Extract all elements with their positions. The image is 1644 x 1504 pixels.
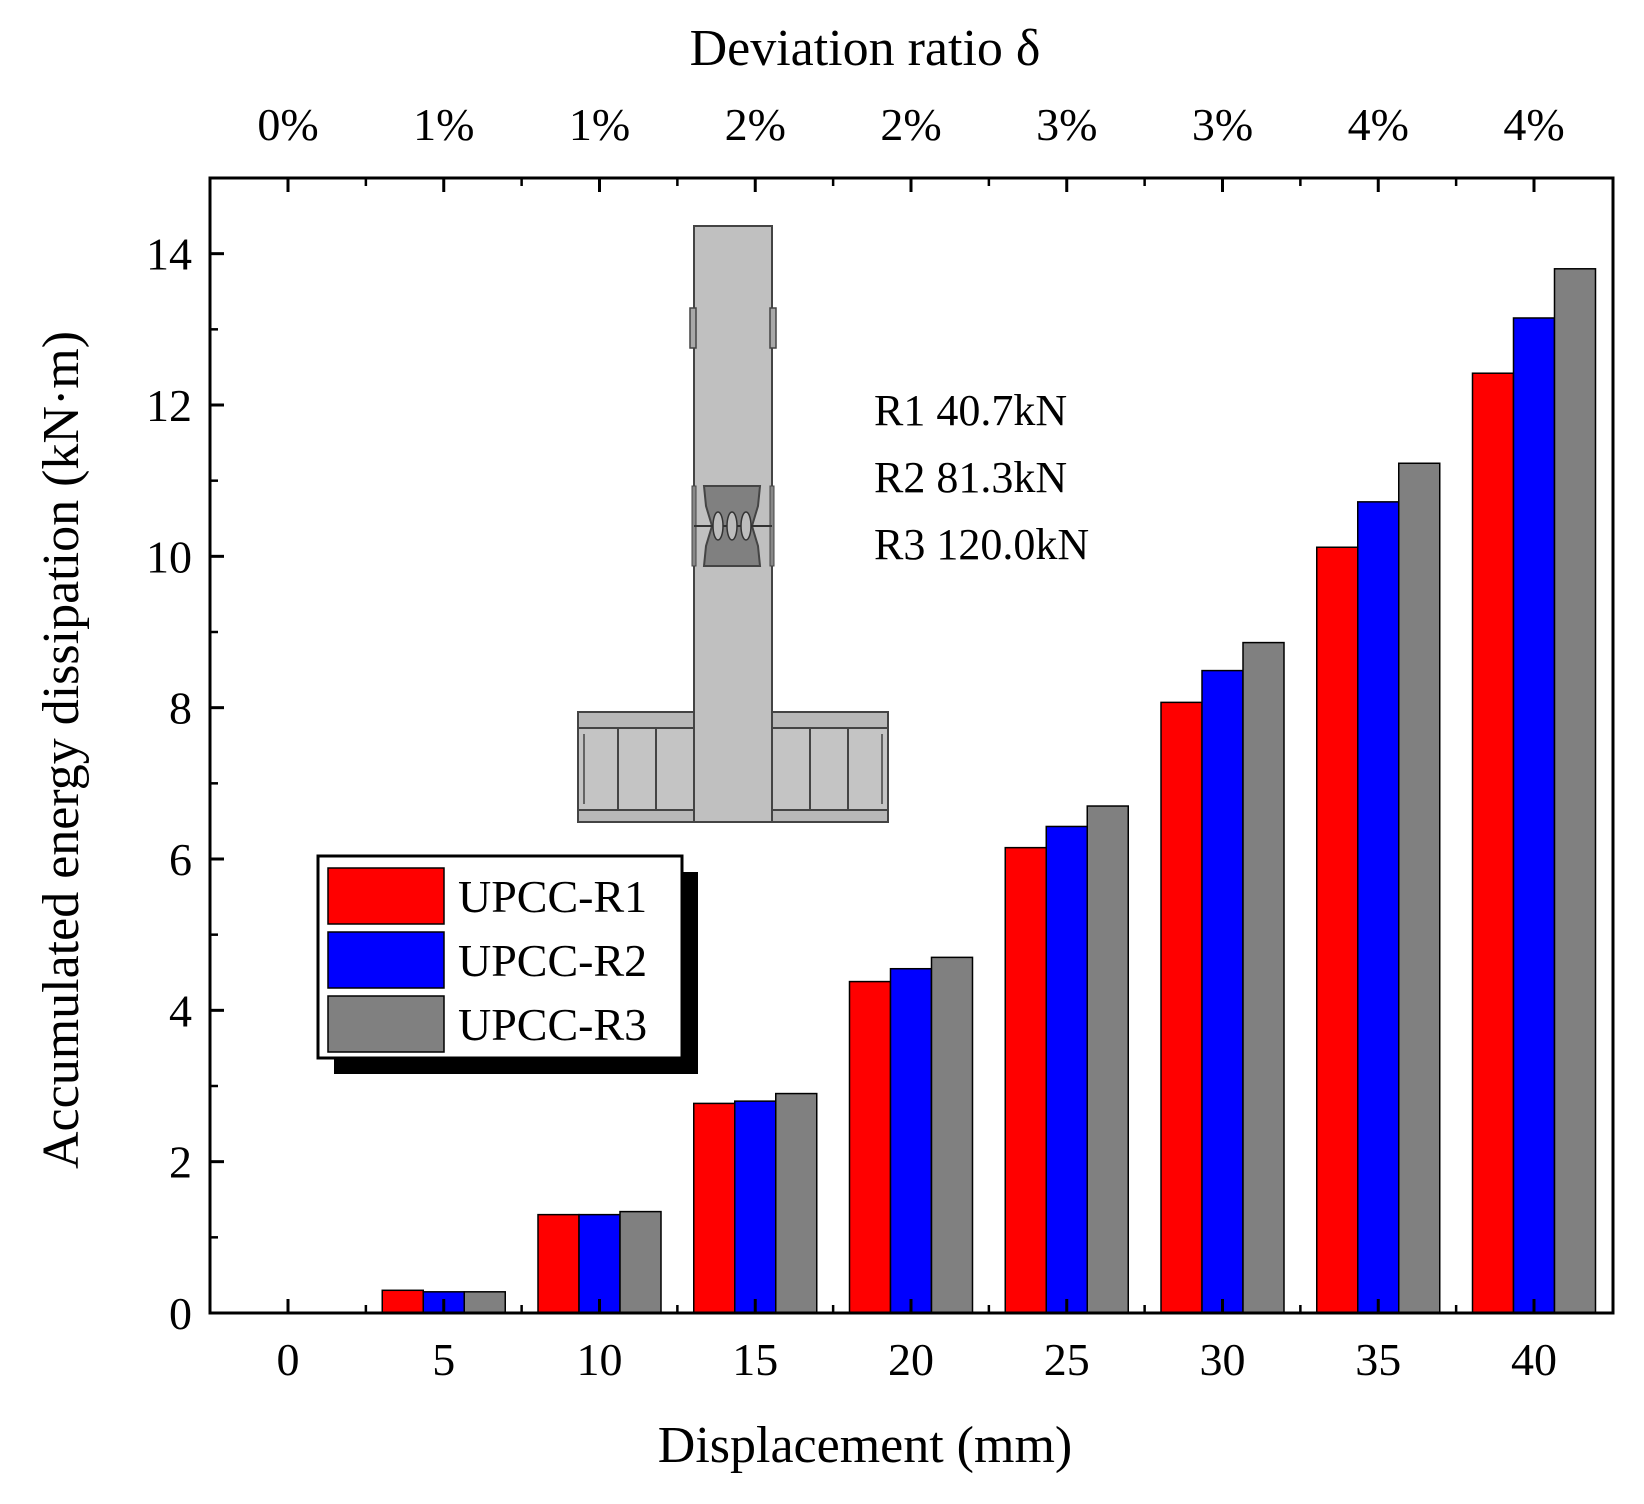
- legend-label-r1: UPCC-R1: [458, 871, 647, 922]
- bar-upcc-r2-15: [734, 1100, 777, 1314]
- y-tick-label: 4: [169, 985, 192, 1036]
- bar-upcc-r2-25: [1045, 825, 1088, 1314]
- x-axis-title: Displacement (mm): [658, 1417, 1072, 1474]
- axes-layer: 0 2 4 6 8 10 12 14 0 0% 5 1% 10 1% 15 2% 20 2% 25 3% 30 3% 35 4…: [146, 99, 1615, 1385]
- top-tick-label: 3%: [1192, 99, 1253, 150]
- top-axis-title: Deviation ratio δ: [690, 20, 1041, 77]
- bar-upcc-r1-25: [1004, 846, 1047, 1314]
- x-tick-label: 30: [1200, 1334, 1246, 1385]
- bar-upcc-r2-35: [1357, 501, 1400, 1314]
- legend: UPCC-R1 UPCC-R2 UPCC-R3: [316, 854, 698, 1074]
- bar-upcc-r1-35: [1316, 546, 1359, 1314]
- bar-upcc-r2-30: [1201, 669, 1244, 1314]
- bar-upcc-r1-10: [537, 1213, 580, 1314]
- x-tick-label: 35: [1355, 1334, 1401, 1385]
- x-tick-label: 15: [732, 1334, 778, 1385]
- top-tick-label: 2%: [725, 99, 786, 150]
- annotation-r1: R1 40.7kN: [874, 386, 1067, 435]
- top-tick-label: 2%: [880, 99, 941, 150]
- top-tick-label: 1%: [569, 99, 630, 150]
- y-tick-label: 8: [169, 683, 192, 734]
- y-axis-title: Accumulated energy dissipation (kN·m): [33, 331, 90, 1169]
- bar-upcc-r2-10: [578, 1213, 621, 1314]
- bar-upcc-r1-15: [693, 1102, 736, 1314]
- bar-upcc-r3-20: [930, 956, 974, 1314]
- y-tick-label: 6: [169, 834, 192, 885]
- x-tick-label: 0: [277, 1334, 300, 1385]
- bar-upcc-r3-25: [1086, 805, 1129, 1314]
- legend-swatch-r2: [327, 931, 445, 989]
- y-tick-label: 10: [146, 531, 192, 582]
- top-tick-label: 4%: [1503, 99, 1564, 150]
- bar-upcc-r3-40: [1553, 268, 1597, 1314]
- x-tick-label: 40: [1511, 1334, 1557, 1385]
- top-tick-label: 3%: [1036, 99, 1097, 150]
- bar-upcc-r3-35: [1398, 462, 1441, 1314]
- y-tick-label: 0: [169, 1288, 192, 1339]
- annotation-r3: R3 120.0kN: [874, 520, 1089, 569]
- top-tick-label: 1%: [413, 99, 474, 150]
- bar-upcc-r1-5: [381, 1289, 424, 1314]
- y-tick-label: 2: [169, 1137, 192, 1188]
- y-tick-label: 12: [146, 380, 192, 431]
- legend-swatch-r1: [327, 867, 445, 925]
- bar-upcc-r3-30: [1242, 641, 1285, 1314]
- specimen-illustration: [577, 225, 889, 823]
- legend-label-r3: UPCC-R3: [458, 999, 647, 1050]
- y-tick-label: 14: [146, 229, 192, 280]
- legend-swatch-r3: [327, 995, 445, 1053]
- bar-upcc-r1-40: [1471, 372, 1515, 1314]
- top-tick-label: 0%: [257, 99, 318, 150]
- x-tick-label: 10: [577, 1334, 623, 1385]
- top-tick-label: 4%: [1348, 99, 1409, 150]
- bars-layer: [381, 268, 1597, 1314]
- x-tick-label: 25: [1044, 1334, 1090, 1385]
- x-tick-label: 5: [432, 1334, 455, 1385]
- x-tick-label: 20: [888, 1334, 934, 1385]
- bar-upcc-r2-40: [1512, 317, 1556, 1314]
- bar-upcc-r2-20: [889, 967, 933, 1314]
- bar-upcc-r3-5: [463, 1291, 506, 1314]
- annotation-r2: R2 81.3kN: [874, 453, 1067, 502]
- bar-upcc-r1-20: [848, 980, 892, 1314]
- legend-label-r2: UPCC-R2: [458, 935, 647, 986]
- bar-upcc-r3-10: [619, 1210, 662, 1314]
- bar-upcc-r1-30: [1160, 701, 1203, 1314]
- bar-upcc-r3-15: [775, 1092, 818, 1314]
